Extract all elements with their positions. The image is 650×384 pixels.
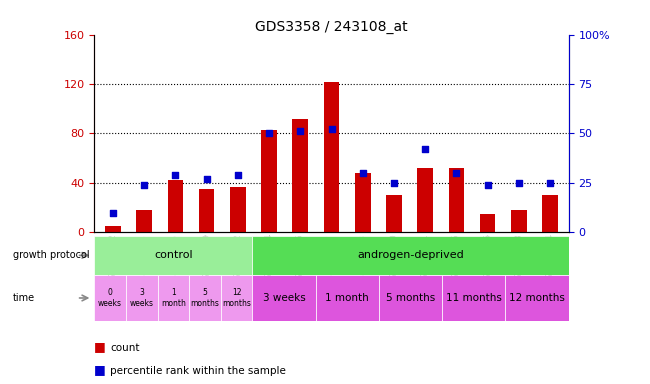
Text: 1 month: 1 month bbox=[326, 293, 369, 303]
Text: ■: ■ bbox=[94, 363, 110, 376]
Text: 5 months: 5 months bbox=[386, 293, 436, 303]
Bar bbox=[261, 130, 277, 232]
Bar bbox=[480, 214, 495, 232]
Point bbox=[108, 210, 118, 216]
Text: time: time bbox=[13, 293, 35, 303]
Text: percentile rank within the sample: percentile rank within the sample bbox=[111, 366, 287, 376]
Bar bbox=[252, 236, 569, 275]
Title: GDS3358 / 243108_at: GDS3358 / 243108_at bbox=[255, 20, 408, 33]
Text: 1
month: 1 month bbox=[161, 288, 186, 308]
Text: 12 months: 12 months bbox=[509, 293, 565, 303]
Point bbox=[295, 128, 306, 134]
Bar bbox=[324, 81, 339, 232]
Point bbox=[545, 180, 555, 186]
Point bbox=[451, 170, 462, 176]
Text: 12
months: 12 months bbox=[222, 288, 251, 308]
Bar bbox=[355, 173, 370, 232]
Bar bbox=[136, 210, 152, 232]
Point bbox=[389, 180, 399, 186]
Point bbox=[233, 172, 243, 178]
Bar bbox=[94, 275, 126, 321]
Bar bbox=[542, 195, 558, 232]
Bar bbox=[379, 275, 442, 321]
Point bbox=[139, 182, 150, 188]
Point bbox=[358, 170, 368, 176]
Point bbox=[482, 182, 493, 188]
Text: 3
weeks: 3 weeks bbox=[130, 288, 153, 308]
Bar bbox=[189, 275, 221, 321]
Bar bbox=[168, 180, 183, 232]
Bar bbox=[221, 275, 252, 321]
Bar bbox=[511, 210, 526, 232]
Text: 3 weeks: 3 weeks bbox=[263, 293, 306, 303]
Bar bbox=[386, 195, 402, 232]
Text: growth protocol: growth protocol bbox=[13, 250, 90, 260]
Point bbox=[202, 176, 212, 182]
Bar bbox=[94, 236, 252, 275]
Text: 11 months: 11 months bbox=[446, 293, 502, 303]
Point bbox=[514, 180, 524, 186]
Bar bbox=[442, 275, 506, 321]
Bar bbox=[105, 226, 121, 232]
Text: 5
months: 5 months bbox=[190, 288, 220, 308]
Bar bbox=[199, 189, 215, 232]
Point bbox=[326, 126, 337, 132]
Text: ■: ■ bbox=[94, 340, 110, 353]
Bar bbox=[448, 168, 464, 232]
Bar bbox=[230, 187, 246, 232]
Bar bbox=[316, 275, 379, 321]
Text: androgen-deprived: androgen-deprived bbox=[358, 250, 464, 260]
Bar bbox=[506, 275, 569, 321]
Bar bbox=[252, 275, 316, 321]
Point bbox=[420, 146, 430, 152]
Text: control: control bbox=[154, 250, 192, 260]
Point bbox=[264, 131, 274, 137]
Text: count: count bbox=[111, 343, 140, 353]
Text: 0
weeks: 0 weeks bbox=[98, 288, 122, 308]
Bar bbox=[417, 168, 433, 232]
Bar bbox=[292, 119, 308, 232]
Bar bbox=[157, 275, 189, 321]
Bar bbox=[126, 275, 157, 321]
Point bbox=[170, 172, 181, 178]
